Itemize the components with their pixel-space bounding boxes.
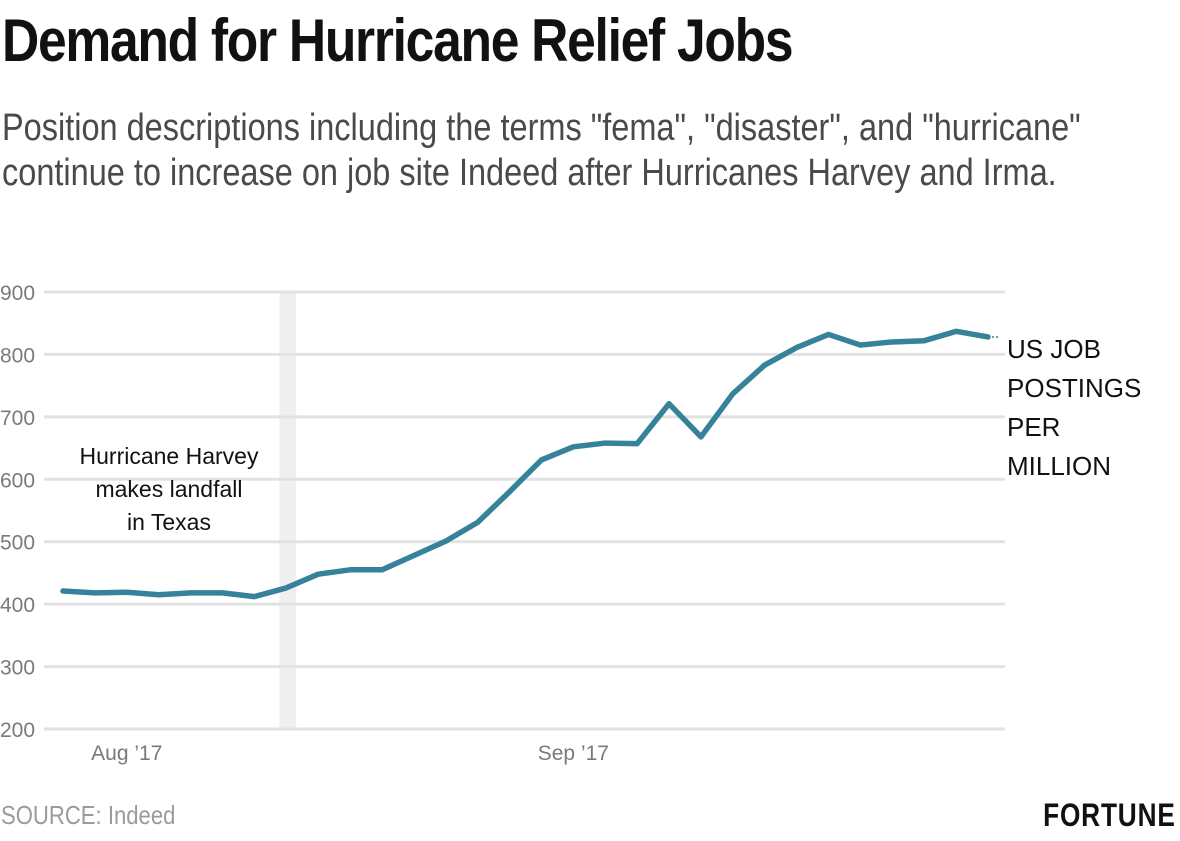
fortune-logo: FORTUNE xyxy=(1043,797,1176,833)
x-axis-ticks: Aug ’17 Sep ’17 xyxy=(91,742,609,765)
y-tick-label: 900 xyxy=(0,282,35,305)
series-label-layer: US JOB POSTINGS PER MILLION xyxy=(992,334,1141,481)
y-tick-label: 600 xyxy=(0,469,35,492)
harvey-annotation-line: Hurricane Harvey xyxy=(80,443,259,469)
y-axis-ticks: 200 300 400 500 600 700 800 900 xyxy=(0,282,35,742)
harvey-annotation-line: in Texas xyxy=(127,509,211,535)
y-tick-label: 400 xyxy=(0,594,35,617)
series-label-line: US JOB xyxy=(1007,334,1101,364)
harvey-annotation-line: makes landfall xyxy=(95,476,242,502)
y-tick-label: 800 xyxy=(0,344,35,367)
x-tick-label: Sep ’17 xyxy=(538,742,609,765)
series-line xyxy=(60,328,991,600)
chart-subtitle: Position descriptions including the term… xyxy=(2,107,1081,194)
y-tick-label: 700 xyxy=(0,407,35,430)
y-tick-label: 500 xyxy=(0,532,35,555)
series-label-line: PER xyxy=(1007,412,1060,442)
annotation-layer: Hurricane Harvey makes landfall in Texas xyxy=(80,443,259,535)
x-tick-label: Aug ’17 xyxy=(91,742,162,765)
series-label-line: POSTINGS xyxy=(1007,373,1141,403)
chart-title: Demand for Hurricane Relief Jobs xyxy=(2,7,794,74)
y-tick-label: 200 xyxy=(0,719,35,742)
series-layer xyxy=(60,328,991,600)
y-tick-label: 300 xyxy=(0,657,35,680)
highlight-band-layer xyxy=(279,292,297,729)
series-label-line: MILLION xyxy=(1007,451,1111,481)
source-note: SOURCE: Indeed xyxy=(1,800,176,830)
hurricane-harvey-band xyxy=(279,292,297,729)
